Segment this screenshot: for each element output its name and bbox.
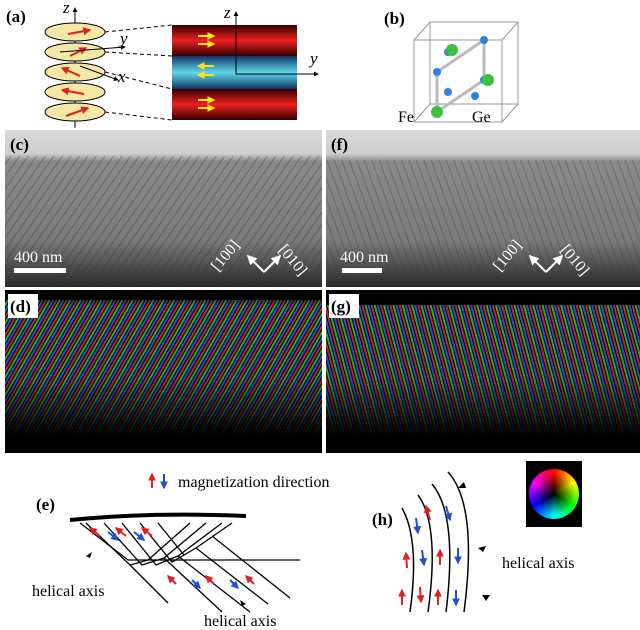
shape	[172, 56, 297, 89]
shape	[14, 268, 66, 273]
shape	[5, 290, 322, 453]
shape	[206, 576, 214, 584]
panel-a: (a) z y x z y	[6, 0, 318, 128]
shape	[422, 550, 424, 565]
shape	[502, 22, 518, 40]
figure: (a) z y x z y (b) Fe Ge (c) 400 nm [100]…	[0, 0, 640, 630]
shape	[482, 595, 490, 601]
shape	[406, 553, 407, 568]
scale-label: 400 nm	[14, 249, 63, 266]
shape	[212, 536, 290, 598]
shape	[432, 484, 450, 612]
shape	[168, 576, 176, 584]
shape	[230, 580, 238, 588]
panel-g: (g)	[326, 290, 640, 453]
axis-label: y	[308, 49, 318, 68]
legend-label: magnetization direction	[178, 474, 330, 491]
shape	[45, 43, 105, 61]
shape	[437, 40, 484, 112]
shape	[437, 40, 484, 72]
shape	[431, 106, 443, 118]
shape	[342, 268, 382, 273]
shape	[80, 523, 300, 560]
shape	[414, 104, 430, 122]
shape	[80, 523, 300, 560]
shape	[105, 25, 172, 120]
shape	[105, 52, 172, 56]
annotation: helical axis	[502, 555, 574, 572]
shape	[130, 565, 168, 603]
panel-label: (g)	[331, 297, 351, 316]
color-wheel-disc	[529, 469, 579, 519]
shape	[448, 472, 468, 612]
shape	[172, 25, 297, 56]
scale-label: 400 nm	[340, 249, 389, 266]
shape	[420, 587, 421, 602]
annotation: helical axis	[32, 583, 104, 600]
panel-d: (d)	[5, 290, 322, 453]
shape	[104, 523, 206, 565]
shape	[172, 89, 297, 120]
shape	[86, 552, 92, 558]
shape	[480, 36, 488, 44]
annotation: helical axis	[204, 613, 276, 630]
panel-label: (d)	[10, 297, 31, 316]
panel-label: (f)	[331, 135, 348, 154]
panel-c: (c) 400 nm [100] [010]	[5, 130, 322, 287]
axis-label: y	[118, 29, 128, 48]
shape	[5, 156, 322, 287]
shape	[105, 72, 172, 89]
shape	[433, 68, 441, 76]
shape	[430, 22, 518, 104]
panel-f: (f) 400 nm [100] [010]	[326, 130, 640, 287]
axis-label: z	[62, 0, 70, 17]
shape	[416, 518, 418, 533]
shape	[414, 22, 430, 40]
color-wheel	[526, 461, 582, 527]
shape	[478, 546, 486, 552]
atom-label: Fe	[398, 109, 414, 126]
shape	[192, 580, 200, 588]
panel-label: (e)	[36, 495, 55, 514]
panel-label: (c)	[10, 135, 29, 154]
shape	[326, 290, 640, 453]
shape	[446, 44, 458, 56]
shape	[502, 104, 518, 122]
shape	[140, 523, 232, 562]
shape	[402, 508, 414, 612]
shape	[105, 112, 172, 120]
axis-label: z	[223, 3, 231, 22]
shape	[444, 88, 452, 96]
panel-label: (b)	[384, 9, 405, 28]
shape	[116, 528, 126, 536]
figure-canvas: (a) z y x z y (b) Fe Ge (c) 400 nm [100]…	[0, 0, 640, 630]
shape	[326, 160, 640, 287]
panel-b: (b) Fe Ge	[384, 9, 518, 126]
shape	[414, 22, 518, 122]
shape	[105, 25, 172, 32]
shape	[471, 92, 479, 100]
panel-label: (a)	[6, 7, 26, 26]
shape	[458, 482, 466, 488]
shape	[482, 74, 494, 86]
panel-e: (e) helical axis helical axis	[32, 495, 300, 630]
shape	[402, 472, 468, 612]
shape	[142, 528, 152, 536]
atom-label: Ge	[472, 109, 491, 126]
legend: magnetization direction	[152, 474, 330, 491]
shape	[70, 515, 246, 520]
panel-label: (h)	[372, 510, 393, 529]
shape	[246, 576, 254, 584]
